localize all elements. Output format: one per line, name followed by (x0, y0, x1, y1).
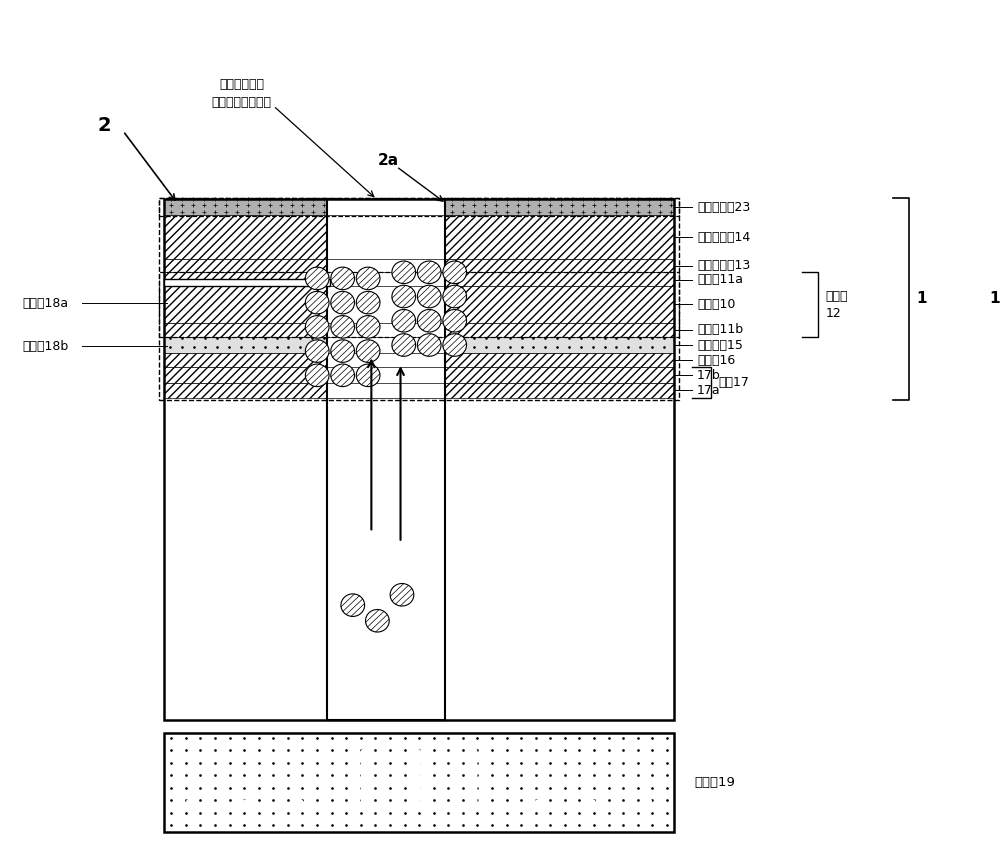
Text: 保护膜11b: 保护膜11b (697, 323, 743, 336)
Text: 2: 2 (98, 116, 112, 135)
Bar (164, 259, 327, 272)
Text: 污染对策膜23: 污染对策膜23 (697, 201, 750, 213)
Bar (164, 279, 330, 286)
Bar (445, 272, 674, 286)
Circle shape (356, 267, 380, 290)
Circle shape (390, 583, 414, 606)
Circle shape (392, 261, 416, 284)
Bar (445, 337, 674, 353)
Text: 包覆层18b: 包覆层18b (23, 340, 69, 353)
Text: 表面保护膜14: 表面保护膜14 (697, 231, 750, 244)
Text: 片材17: 片材17 (718, 376, 749, 389)
Bar (164, 733, 674, 832)
Bar (164, 323, 327, 337)
Text: 包覆层18a: 包覆层18a (23, 297, 69, 310)
Text: 1A: 1A (989, 291, 1000, 306)
Circle shape (331, 316, 355, 338)
Bar (159, 198, 679, 400)
Bar (159, 272, 679, 337)
Bar (159, 198, 679, 216)
Text: 通过激光照射
而被蚀刻了的区域: 通过激光照射 而被蚀刻了的区域 (211, 78, 271, 109)
Circle shape (417, 261, 441, 284)
Circle shape (356, 316, 380, 338)
Text: 粘合剂层15: 粘合剂层15 (697, 339, 743, 351)
Text: 2a: 2a (378, 153, 399, 168)
Bar (164, 272, 327, 286)
Bar (164, 337, 327, 353)
Bar (445, 199, 674, 215)
Circle shape (356, 291, 380, 314)
Circle shape (443, 334, 467, 356)
Text: 固定台19: 固定台19 (694, 776, 735, 789)
Text: 表面处理层13: 表面处理层13 (697, 259, 750, 272)
Circle shape (331, 267, 355, 290)
Circle shape (305, 364, 329, 387)
Text: 1: 1 (917, 291, 927, 306)
Circle shape (331, 340, 355, 362)
Bar (164, 199, 327, 215)
Circle shape (331, 364, 355, 387)
Bar (445, 215, 674, 259)
Circle shape (356, 364, 380, 387)
Circle shape (366, 610, 389, 632)
Bar (445, 286, 674, 323)
Bar (164, 286, 327, 323)
Circle shape (392, 285, 416, 308)
Circle shape (356, 340, 380, 362)
Text: 17b: 17b (697, 368, 721, 381)
Bar (327, 199, 445, 720)
Text: 17a: 17a (697, 384, 721, 397)
Text: 剥离衬16: 剥离衬16 (697, 354, 735, 367)
Bar (164, 353, 327, 368)
Circle shape (443, 310, 467, 332)
Bar (445, 382, 674, 398)
Circle shape (341, 594, 365, 616)
Circle shape (305, 316, 329, 338)
Circle shape (331, 291, 355, 314)
Circle shape (417, 334, 441, 356)
Circle shape (392, 310, 416, 332)
Bar (164, 215, 327, 259)
Circle shape (305, 267, 329, 290)
Circle shape (417, 285, 441, 308)
Circle shape (305, 340, 329, 362)
Bar (445, 323, 674, 337)
Circle shape (443, 261, 467, 284)
Bar (445, 259, 674, 272)
Bar (445, 368, 674, 382)
Circle shape (417, 310, 441, 332)
Circle shape (305, 291, 329, 314)
Bar (164, 368, 327, 382)
Circle shape (443, 285, 467, 308)
Text: 偏振膜
12: 偏振膜 12 (825, 290, 848, 320)
Text: 保护膜11a: 保护膜11a (697, 273, 743, 286)
Bar (164, 199, 674, 720)
Circle shape (392, 334, 416, 356)
Bar (445, 353, 674, 368)
Bar (164, 382, 327, 398)
Text: 起偏镜10: 起偏镜10 (697, 298, 735, 311)
